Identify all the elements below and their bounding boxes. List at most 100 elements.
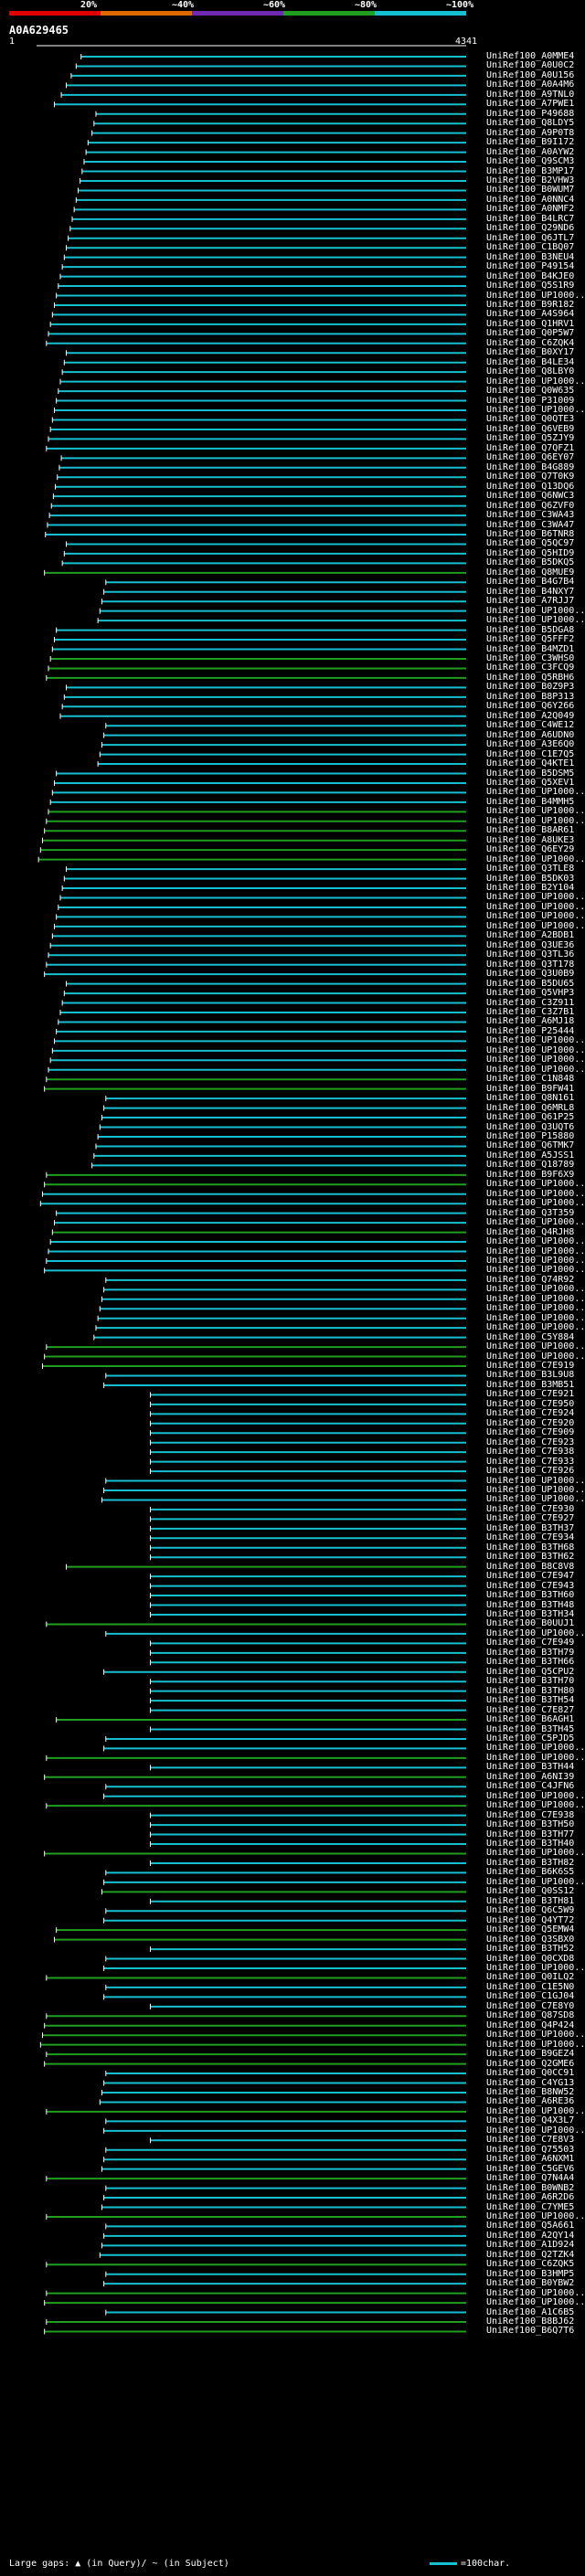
hit-label[interactable]: UniRef100_A8UKE3 [486,834,575,845]
hit-label[interactable]: UniRef100_A3E6Q0 [486,739,575,750]
hit-label[interactable]: UniRef100_Q2GME6 [486,2058,575,2069]
hit-label[interactable]: UniRef100_UP1000... [486,787,585,798]
hit-label[interactable]: UniRef100_B9R182 [486,299,575,310]
hit-label[interactable]: UniRef100_UP1000... [486,2210,585,2221]
hit-label[interactable]: UniRef100_UP1000... [486,1743,585,1754]
hit-label[interactable]: UniRef100_C7E938 [486,1809,575,1820]
hit-label[interactable]: UniRef100_Q29ND6 [486,223,575,234]
hit-label[interactable]: UniRef100_UP1000... [486,1475,585,1486]
hit-label[interactable]: UniRef100_B3TH66 [486,1657,575,1668]
hit-label[interactable]: UniRef100_C3WA47 [486,519,575,530]
hit-label[interactable]: UniRef100_A0U156 [486,69,575,80]
hit-label[interactable]: UniRef100_B5DK03 [486,873,575,884]
hit-label[interactable]: UniRef100_B8NW52 [486,2086,575,2097]
hit-label[interactable]: UniRef100_UP1000... [486,1188,585,1199]
hit-label[interactable]: UniRef100_B6AGH1 [486,1714,575,1725]
hit-label[interactable]: UniRef100_P49688 [486,108,575,119]
hit-label[interactable]: UniRef100_UP1000... [486,405,585,416]
hit-label[interactable]: UniRef100_P31009 [486,395,575,406]
hit-label[interactable]: UniRef100_Q6NWC3 [486,491,575,502]
hit-label[interactable]: UniRef100_B3TH54 [486,1695,575,1706]
hit-label[interactable]: UniRef100_C1BQ07 [486,242,575,253]
hit-label[interactable]: UniRef100_Q5EMW4 [486,1924,575,1935]
hit-label[interactable]: UniRef100_Q61P25 [486,1112,575,1123]
hit-label[interactable]: UniRef100_A2BDB1 [486,930,575,941]
hit-label[interactable]: UniRef100_UP1000... [486,1627,585,1638]
hit-label[interactable]: UniRef100_B5DKQ5 [486,557,575,568]
hit-label[interactable]: UniRef100_B3TH77 [486,1829,575,1839]
hit-label[interactable]: UniRef100_B8BJ62 [486,2316,575,2327]
hit-label[interactable]: UniRef100_B4KJE0 [486,270,575,281]
hit-label[interactable]: UniRef100_Q3T178 [486,959,575,970]
hit-label[interactable]: UniRef100_UP1000... [486,806,585,817]
hit-label[interactable]: UniRef100_C1N848 [486,1074,575,1085]
hit-label[interactable]: UniRef100_B3TH60 [486,1590,575,1601]
hit-label[interactable]: UniRef100_A1D924 [486,2240,575,2251]
hit-label[interactable]: UniRef100_B3NEU4 [486,251,575,262]
hit-label[interactable]: UniRef100_B4NXY7 [486,586,575,597]
hit-label[interactable]: UniRef100_Q5ZJY9 [486,433,575,444]
hit-label[interactable]: UniRef100_C7E919 [486,1361,575,1372]
hit-label[interactable]: UniRef100_Q13DQ6 [486,481,575,492]
hit-label[interactable]: UniRef100_B0Z9P3 [486,682,575,693]
hit-label[interactable]: UniRef100_Q3T359 [486,1207,575,1218]
hit-label[interactable]: UniRef100_P25444 [486,1025,575,1036]
hit-label[interactable]: UniRef100_B3TH82 [486,1857,575,1868]
hit-label[interactable]: UniRef100_UP1000... [486,1284,585,1295]
hit-label[interactable]: UniRef100_B8AR61 [486,825,575,836]
hit-label[interactable]: UniRef100_B3MP17 [486,165,575,176]
hit-label[interactable]: UniRef100_Q5RBH6 [486,672,575,683]
hit-label[interactable]: UniRef100_A6MJ18 [486,1016,575,1027]
hit-label[interactable]: UniRef100_B9F6X9 [486,1169,575,1180]
hit-label[interactable]: UniRef100_C6ZQK4 [486,337,575,348]
hit-label[interactable]: UniRef100_C5GEV6 [486,2163,575,2174]
hit-label[interactable]: UniRef100_C3WHS0 [486,652,575,663]
hit-label[interactable]: UniRef100_UP1000... [486,2030,585,2041]
hit-label[interactable]: UniRef100_Q0CC91 [486,2068,575,2079]
hit-label[interactable]: UniRef100_Q6ZVF0 [486,500,575,511]
hit-label[interactable]: UniRef100_A0A4M6 [486,80,575,90]
hit-label[interactable]: UniRef100_A6NXM1 [486,2154,575,2165]
hit-label[interactable]: UniRef100_Q5A661 [486,2221,575,2231]
hit-label[interactable]: UniRef100_UP1000... [486,1303,585,1314]
hit-label[interactable]: UniRef100_C6ZQK5 [486,2259,575,2270]
hit-label[interactable]: UniRef100_B3TH34 [486,1608,575,1619]
hit-label[interactable]: UniRef100_UP1000... [486,2039,585,2050]
hit-label[interactable]: UniRef100_C1E5N0 [486,1981,575,1992]
hit-label[interactable]: UniRef100_P49154 [486,261,575,272]
hit-label[interactable]: UniRef100_Q18789 [486,1160,575,1171]
hit-label[interactable]: UniRef100_Q0P5W7 [486,328,575,339]
hit-label[interactable]: UniRef100_A0NNC4 [486,194,575,205]
hit-label[interactable]: UniRef100_Q7N4A4 [486,2173,575,2184]
hit-label[interactable]: UniRef100_A2QY14 [486,2230,575,2241]
hit-label[interactable]: UniRef100_UP1000... [486,1312,585,1323]
hit-label[interactable]: UniRef100_C7E930 [486,1503,575,1514]
hit-label[interactable]: UniRef100_Q87SD8 [486,2010,575,2021]
hit-label[interactable]: UniRef100_A6UDN0 [486,729,575,740]
hit-label[interactable]: UniRef100_C5PJD5 [486,1733,575,1744]
hit-label[interactable]: UniRef100_Q3TLE8 [486,864,575,875]
hit-label[interactable]: UniRef100_C7YME5 [486,2201,575,2212]
hit-label[interactable]: UniRef100_A7RJJ7 [486,596,575,607]
hit-label[interactable]: UniRef100_A0AYW2 [486,146,575,157]
hit-label[interactable]: UniRef100_Q1HRV1 [486,318,575,329]
hit-label[interactable]: UniRef100_B3TH80 [486,1685,575,1696]
hit-label[interactable]: UniRef100_Q7T0K9 [486,472,575,482]
hit-label[interactable]: UniRef100_A1C6B5 [486,2306,575,2317]
hit-label[interactable]: UniRef100_Q6TMK7 [486,1140,575,1151]
hit-label[interactable]: UniRef100_B9FW41 [486,1083,575,1094]
hit-label[interactable]: UniRef100_B4LE34 [486,356,575,367]
hit-label[interactable]: UniRef100_C7E938 [486,1447,575,1458]
hit-label[interactable]: UniRef100_UP1000... [486,1494,585,1505]
hit-label[interactable]: UniRef100_A5JSS1 [486,1150,575,1161]
hit-label[interactable]: UniRef100_UP1000... [486,1351,585,1362]
hit-label[interactable]: UniRef100_B3TH48 [486,1599,575,1610]
hit-label[interactable]: UniRef100_UP1000... [486,1752,585,1763]
hit-label[interactable]: UniRef100_B0UUJ1 [486,1618,575,1629]
hit-label[interactable]: UniRef100_B6TNR8 [486,529,575,539]
hit-label[interactable]: UniRef100_B3TH45 [486,1723,575,1734]
hit-label[interactable]: UniRef100_UP1000... [486,1035,585,1046]
hit-label[interactable]: UniRef100_Q3UE36 [486,939,575,950]
hit-label[interactable]: UniRef100_A0MME4 [486,51,575,61]
hit-label[interactable]: UniRef100_B8P313 [486,691,575,702]
